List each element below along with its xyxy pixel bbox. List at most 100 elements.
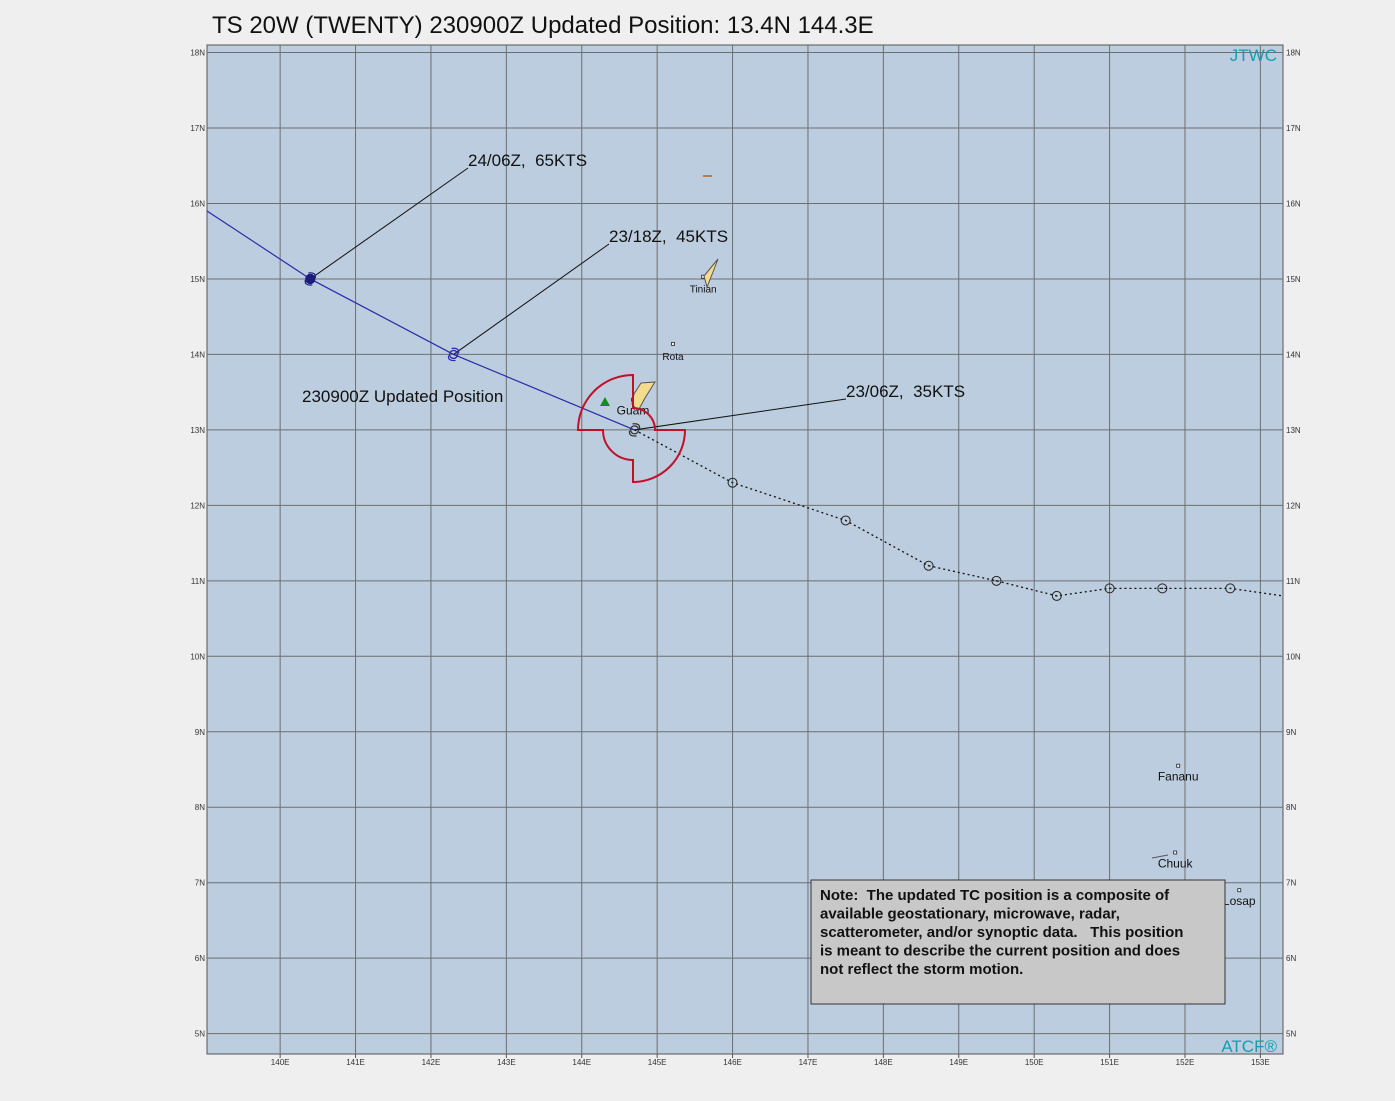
past-position-dot <box>1055 595 1058 597</box>
lat-tick-label: 7N <box>1286 879 1296 888</box>
island-label: Guam <box>617 404 650 418</box>
forecast-label: 23/06Z, 35KTS <box>846 382 965 401</box>
note-line: scatterometer, and/or synoptic data. Thi… <box>820 924 1183 941</box>
past-position <box>1225 583 1236 594</box>
past-position <box>727 477 738 488</box>
lat-tick-label: 18N <box>1286 49 1301 58</box>
storm-symbol <box>305 273 316 285</box>
past-position <box>1104 583 1115 594</box>
lat-tick-label: 7N <box>195 879 205 888</box>
island-marker <box>1176 763 1181 768</box>
lat-tick-label: 12N <box>1286 501 1301 510</box>
past-position-dot <box>731 481 734 484</box>
forecast-label: 23/18Z, 45KTS <box>609 227 728 246</box>
grid: 140E 141E 142E 143E 144E 145E 146E 147E 148E 149E… <box>190 45 1301 1067</box>
lat-tick-label: 9N <box>195 728 205 737</box>
past-position <box>991 575 1002 586</box>
lat-tick-label: 17N <box>190 124 205 133</box>
lat-tick-label: 8N <box>195 803 205 812</box>
island-label: Fananu <box>1158 770 1199 784</box>
lat-tick-label: 10N <box>1286 652 1301 661</box>
lon-tick-label: 142E <box>422 1058 441 1067</box>
past-position-dot <box>1229 587 1232 590</box>
island-marker <box>1237 888 1242 893</box>
island-label: Rota <box>662 352 684 363</box>
lon-tick-label: 145E <box>648 1058 667 1067</box>
lon-tick-label: 149E <box>949 1058 968 1067</box>
brand-atcf: ATCF® <box>1221 1037 1277 1056</box>
lat-tick-label: 13N <box>1286 426 1301 435</box>
lat-tick-label: 12N <box>190 501 205 510</box>
map-title: TS 20W (TWENTY) 230900Z Updated Position… <box>212 12 874 39</box>
note-line: is meant to describe the current positio… <box>820 943 1180 960</box>
lat-tick-label: 15N <box>1286 275 1301 284</box>
leader-line <box>634 398 847 431</box>
island-label: Tinian <box>690 285 717 296</box>
past-track <box>634 429 1284 597</box>
lat-tick-label: 16N <box>190 199 205 208</box>
note: Note: The updated TC position is a compo… <box>820 887 1183 978</box>
lat-tick-label: 14N <box>1286 350 1301 359</box>
lon-tick-label: 141E <box>346 1058 365 1067</box>
volcano-icon <box>600 397 610 406</box>
past-position-dot <box>1108 587 1111 590</box>
tinian-shape <box>703 258 719 289</box>
leader-line <box>310 167 469 280</box>
storm-symbol <box>629 425 640 435</box>
note-box <box>810 879 1226 1005</box>
lon-tick-label: 153E <box>1251 1058 1270 1067</box>
note-line: available geostationary, microwave, rada… <box>820 906 1120 923</box>
lat-tick-label: 13N <box>190 426 205 435</box>
lon-tick-label: 148E <box>874 1058 893 1067</box>
past-position-dot <box>927 564 930 567</box>
storm-symbol <box>448 349 459 360</box>
storm-swirl <box>447 347 460 362</box>
lon-tick-label: 146E <box>723 1058 742 1067</box>
storm-swirl <box>628 423 641 437</box>
island-marker <box>671 341 675 346</box>
note-line: not reflect the storm motion. <box>820 961 1023 978</box>
reef <box>1151 854 1169 859</box>
past-position <box>1157 583 1168 594</box>
lat-tick-label: 11N <box>191 577 205 586</box>
past-position <box>923 560 934 571</box>
leader-line <box>453 243 610 355</box>
lon-tick-label: 150E <box>1025 1058 1044 1067</box>
island-label: Chuuk <box>1158 857 1194 871</box>
lat-tick-label: 14N <box>190 350 205 359</box>
lat-tick-label: 6N <box>195 954 205 963</box>
past-position-dot <box>1161 587 1164 590</box>
wind-radii <box>576 373 687 484</box>
lon-tick-label: 140E <box>271 1058 290 1067</box>
island-marker <box>1173 850 1178 855</box>
overlay: 23/06Z, 35KTS 23/18Z, 45KTS 24/06Z, 65KTS T… <box>206 151 1284 908</box>
lat-tick-label: 8N <box>1286 803 1296 812</box>
lat-tick-label: 6N <box>1286 954 1296 963</box>
lat-tick-label: 18N <box>190 49 205 58</box>
lon-tick-label: 147E <box>799 1058 818 1067</box>
lat-tick-label: 11N <box>1286 577 1300 586</box>
lat-tick-label: 5N <box>195 1030 205 1039</box>
forecast-label: 24/06Z, 65KTS <box>468 151 587 170</box>
lon-tick-label: 151E <box>1100 1058 1119 1067</box>
lat-tick-label: 15N <box>190 275 205 284</box>
forecast-track <box>206 210 635 431</box>
lat-tick-label: 17N <box>1286 124 1301 133</box>
lat-tick-label: 9N <box>1286 728 1296 737</box>
storm-swirl <box>304 272 317 286</box>
note-line: Note: The updated TC position is a compo… <box>820 887 1170 904</box>
lon-tick-label: 144E <box>572 1058 591 1067</box>
past-position-dot <box>995 580 998 582</box>
lat-tick-label: 5N <box>1286 1030 1296 1039</box>
past-position <box>840 515 851 526</box>
island-label: Losap <box>1223 894 1256 908</box>
past-position-dot <box>844 519 847 522</box>
position-label: 230900Z Updated Position <box>302 387 503 406</box>
lat-tick-label: 16N <box>1286 199 1301 208</box>
lon-tick-label: 143E <box>497 1058 516 1067</box>
past-position <box>1051 590 1062 601</box>
lat-tick-label: 10N <box>190 652 205 661</box>
lon-tick-label: 152E <box>1176 1058 1195 1067</box>
